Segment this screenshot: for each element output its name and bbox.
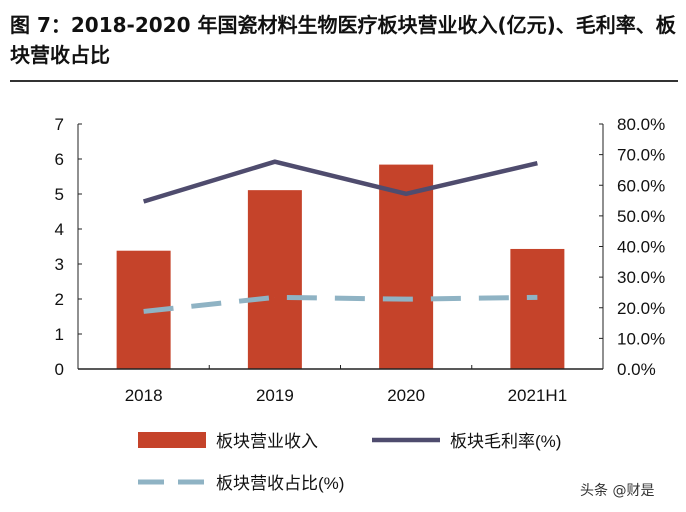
title-divider [10,80,678,82]
right-tick-label: 70.0% [617,146,665,165]
right-tick-label: 10.0% [617,329,665,348]
x-tick-label: 2020 [387,386,425,405]
legend-label: 板块营收占比(%) [216,474,344,493]
series-line-2 [143,294,538,314]
left-tick-label: 2 [55,290,64,309]
legend-label: 板块营业收入 [216,432,318,451]
right-tick-label: 0.0% [617,360,656,379]
left-tick-label: 6 [55,150,64,169]
legend-swatch-bar [138,432,206,448]
left-tick-label: 4 [55,220,64,239]
left-tick-label: 3 [55,255,64,274]
bar-2019 [247,190,302,369]
right-tick-label: 30.0% [617,268,665,287]
right-tick-label: 20.0% [617,299,665,318]
legend-label: 板块毛利率(%) [450,432,561,451]
left-tick-label: 0 [55,360,64,379]
series-line-1 [142,159,538,204]
right-tick-label: 80.0% [617,115,665,134]
right-tick-label: 60.0% [617,176,665,195]
right-tick-label: 50.0% [617,207,665,226]
left-tick-label: 1 [55,325,64,344]
x-tick-label: 2019 [256,386,294,405]
x-tick-label: 2018 [125,386,163,405]
left-tick-label: 7 [55,115,64,134]
x-tick-label: 2021H1 [508,386,568,405]
watermark: 头条 @财是 [580,483,655,499]
right-tick-label: 40.0% [617,238,665,257]
bar-2021H1 [510,248,565,369]
bar-2020 [379,164,434,369]
left-tick-label: 5 [55,185,64,204]
chart-title: 图 7：2018-2020 年国瓷材料生物医疗板块营业收入(亿元)、毛利率、板块… [10,13,676,67]
